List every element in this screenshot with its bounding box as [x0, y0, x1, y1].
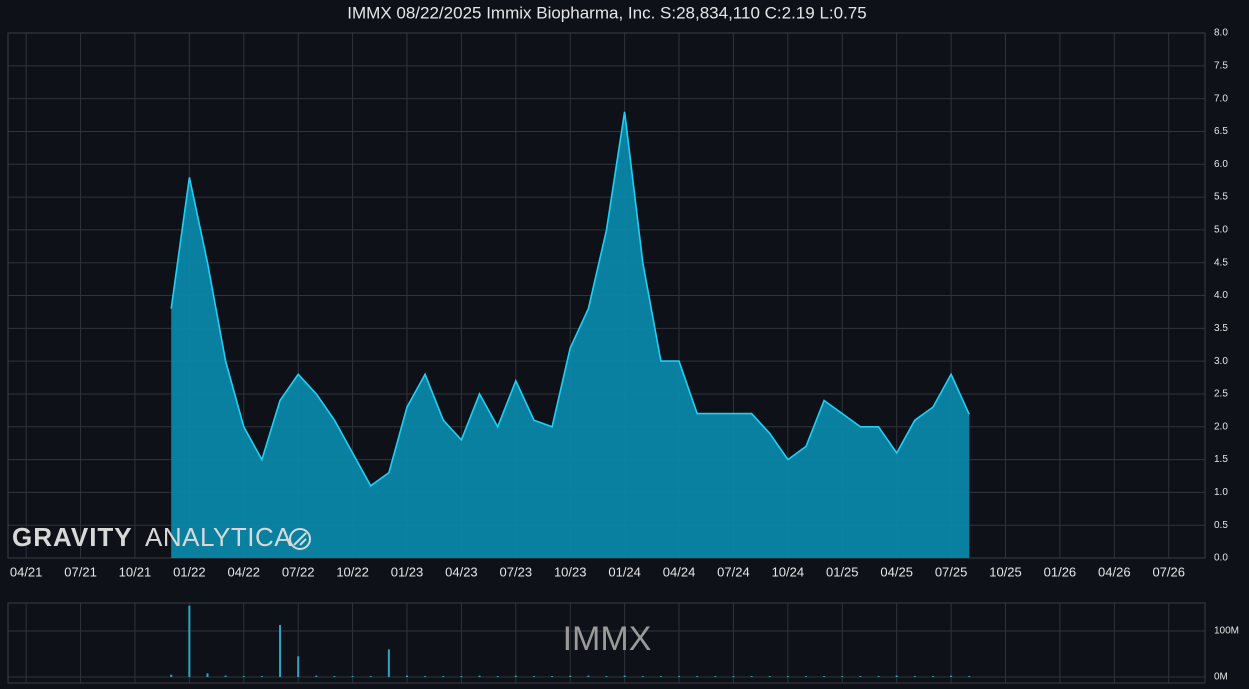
- x-tick-label: 10/24: [772, 564, 805, 579]
- x-tick-label: 07/23: [500, 564, 533, 579]
- volume-bar: [968, 676, 971, 677]
- x-tick-label: 10/25: [989, 564, 1022, 579]
- y-tick-label: 0.5: [1214, 520, 1228, 531]
- volume-bar: [714, 676, 717, 677]
- volume-symbol: IMMX: [563, 620, 652, 658]
- y-tick-label: 4.0: [1214, 290, 1228, 301]
- watermark-logo-mark: [293, 532, 307, 546]
- volume-bar: [641, 676, 644, 677]
- volume-bar: [442, 676, 445, 677]
- price-area: [171, 111, 970, 559]
- x-tick-label: 07/26: [1152, 564, 1185, 579]
- volume-bar: [369, 676, 372, 677]
- x-tick-label: 04/23: [445, 564, 478, 579]
- watermark-bold: GRAVITY: [12, 522, 133, 552]
- volume-bar: [551, 676, 554, 677]
- x-tick-label: 04/25: [880, 564, 913, 579]
- volume-bar: [750, 676, 753, 677]
- y-tick-label: 4.5: [1214, 257, 1228, 268]
- volume-bar: [224, 675, 227, 677]
- y-tick-label: 0.0: [1214, 553, 1228, 564]
- x-tick-label: 07/22: [282, 564, 315, 579]
- volume-bar: [805, 676, 807, 677]
- volume-bar: [569, 675, 572, 677]
- volume-bar: [351, 676, 354, 677]
- x-tick-label: 01/25: [826, 564, 859, 579]
- x-tick-label: 01/24: [608, 564, 641, 579]
- volume-bar: [732, 676, 735, 677]
- y-tick-label: 7.5: [1214, 60, 1228, 71]
- volume-bar: [387, 649, 390, 677]
- watermark: GRAVITY ANALYTICA: [12, 522, 311, 552]
- volume-bar: [460, 676, 463, 677]
- volume-panel: 0M 100M: [7, 602, 1239, 684]
- y-tick-label: 3.5: [1214, 323, 1228, 334]
- volume-bar: [623, 675, 626, 677]
- chart-title: IMMX 08/22/2025 Immix Biopharma, Inc. S:…: [347, 3, 866, 22]
- x-tick-label: 10/23: [554, 564, 587, 579]
- volume-bar: [514, 675, 517, 677]
- x-tick-label: 04/22: [227, 564, 260, 579]
- volume-bar: [605, 676, 608, 677]
- x-tick-label: 01/23: [391, 564, 424, 579]
- y-tick-label: 1.0: [1214, 487, 1228, 498]
- volume-bar: [206, 673, 209, 677]
- volume-bar: [315, 675, 318, 677]
- volume-bar: [841, 676, 844, 677]
- volume-bar: [587, 675, 590, 677]
- y-tick-label: 2.5: [1214, 389, 1228, 400]
- y-tick-label: 3.0: [1214, 356, 1228, 367]
- volume-bar: [859, 676, 862, 677]
- volume-bar: [406, 675, 408, 677]
- volume-bar: [532, 676, 535, 677]
- y-tick-label: 8.0: [1214, 28, 1228, 39]
- volume-bar: [913, 676, 916, 677]
- volume-bar: [768, 676, 771, 677]
- x-tick-label: 07/24: [717, 564, 750, 579]
- price-panel: 04/21 07/21 10/21 01/22 04/22 07/22 10/22 01/23…: [7, 28, 1228, 579]
- volume-bar: [279, 625, 282, 677]
- x-tick-label: 07/21: [64, 564, 97, 579]
- volume-bar: [659, 676, 662, 677]
- y-tick-label: 2.0: [1214, 421, 1228, 432]
- y-tick-label: 7.0: [1214, 93, 1228, 104]
- volume-bar: [786, 676, 789, 677]
- price-line: [170, 111, 970, 487]
- plot-frame: [7, 602, 1206, 684]
- y-tick-label: 6.5: [1214, 126, 1228, 137]
- volume-bar: [678, 676, 681, 677]
- watermark-logo: [289, 528, 311, 550]
- volume-bar: [877, 676, 880, 677]
- volume-bar: [478, 675, 481, 677]
- volume-bar: [424, 676, 427, 677]
- x-tick-label: 01/26: [1044, 564, 1077, 579]
- volume-bar: [931, 676, 934, 677]
- y-tick-label: 6.0: [1214, 159, 1228, 170]
- x-tick-label: 10/22: [336, 564, 369, 579]
- x-tick-label: 04/21: [10, 564, 43, 579]
- volume-bar: [696, 676, 699, 677]
- volume-bar: [895, 675, 898, 677]
- x-tick-label: 10/21: [119, 564, 152, 579]
- y-tick-label: 5.0: [1214, 225, 1228, 236]
- x-tick-label: 01/22: [173, 564, 206, 579]
- y-tick-label: 0M: [1214, 672, 1228, 683]
- volume-bar: [333, 676, 336, 677]
- y-tick-label: 5.5: [1214, 192, 1228, 203]
- y-tick-label: 100M: [1214, 626, 1239, 637]
- x-tick-label: 04/24: [663, 564, 696, 579]
- volume-bar: [260, 676, 263, 677]
- y-tick-label: 1.5: [1214, 454, 1228, 465]
- x-tick-label: 07/25: [935, 564, 968, 579]
- volume-bar: [297, 656, 300, 677]
- watermark-light: ANALYTICA: [145, 522, 292, 552]
- volume-bar: [242, 676, 245, 677]
- volume-bar: [496, 676, 499, 677]
- volume-bar: [823, 676, 826, 677]
- volume-bar: [188, 605, 191, 677]
- x-tick-label: 04/26: [1098, 564, 1131, 579]
- volume-bar: [950, 675, 953, 677]
- volume-bar: [170, 674, 173, 677]
